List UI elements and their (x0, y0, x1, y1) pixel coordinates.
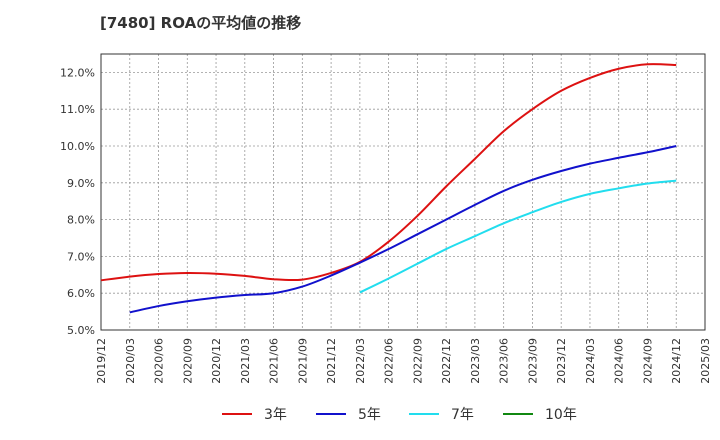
x-tick-label: 2021/09 (296, 338, 309, 384)
x-tick-label: 2021/12 (325, 338, 338, 384)
legend-label: 3年 (264, 407, 287, 423)
x-tick-label: 2025/03 (699, 338, 712, 384)
x-tick-label: 2020/03 (124, 338, 137, 384)
series-line-3 (359, 179, 677, 294)
legend: 3年 5年 7年 10年 (222, 407, 577, 423)
x-tick-label: 2023/06 (498, 338, 511, 384)
legend-label: 5年 (358, 407, 381, 423)
x-tick-label: 2021/06 (268, 338, 281, 384)
x-tick-label: 2022/03 (354, 338, 367, 384)
x-tick-label: 2023/12 (555, 338, 568, 384)
x-tick-label: 2024/06 (613, 338, 626, 384)
chart-title: [7480] ROAの平均値の推移 (100, 14, 301, 32)
x-tick-label: 2022/06 (383, 338, 396, 384)
y-tick-label: 6.0% (67, 287, 95, 300)
x-tick-label: 2020/12 (210, 338, 223, 384)
plot-frame (100, 53, 706, 331)
x-tick-label: 2021/03 (239, 338, 252, 384)
y-tick-label: 9.0% (67, 177, 95, 190)
x-tick-label: 2019/12 (95, 338, 108, 384)
x-tick-label: 2020/06 (153, 338, 166, 384)
x-tick-label: 2023/09 (526, 338, 539, 384)
series-line-1 (100, 63, 677, 282)
legend-label: 7年 (451, 407, 474, 423)
y-tick-label: 7.0% (67, 250, 95, 263)
x-tick-label: 2020/09 (181, 338, 194, 384)
legend-label: 10年 (545, 407, 577, 423)
y-tick-label: 5.0% (67, 324, 95, 337)
x-tick-label: 2024/09 (641, 338, 654, 384)
grid-lines (100, 54, 706, 331)
x-tick-label: 2022/12 (440, 338, 453, 384)
plot-area (101, 54, 705, 330)
x-tick-label: 2024/03 (584, 338, 597, 384)
x-axis-ticks: 2019/12 2020/03 2020/06 2020/09 2020/12 2021/… (95, 338, 712, 384)
y-tick-label: 11.0% (60, 103, 95, 116)
x-tick-label: 2023/03 (469, 338, 482, 384)
y-tick-label: 10.0% (60, 140, 95, 153)
y-tick-label: 12.0% (60, 66, 95, 79)
y-tick-label: 8.0% (67, 214, 95, 227)
x-tick-label: 2024/12 (670, 338, 683, 384)
x-tick-label: 2022/09 (411, 338, 424, 384)
series-lines (100, 63, 677, 314)
y-axis-ticks: 5.0% 6.0% 7.0% 8.0% 9.0% 10.0% 11.0% 12.0% (60, 66, 95, 337)
series-line-2 (129, 145, 677, 314)
